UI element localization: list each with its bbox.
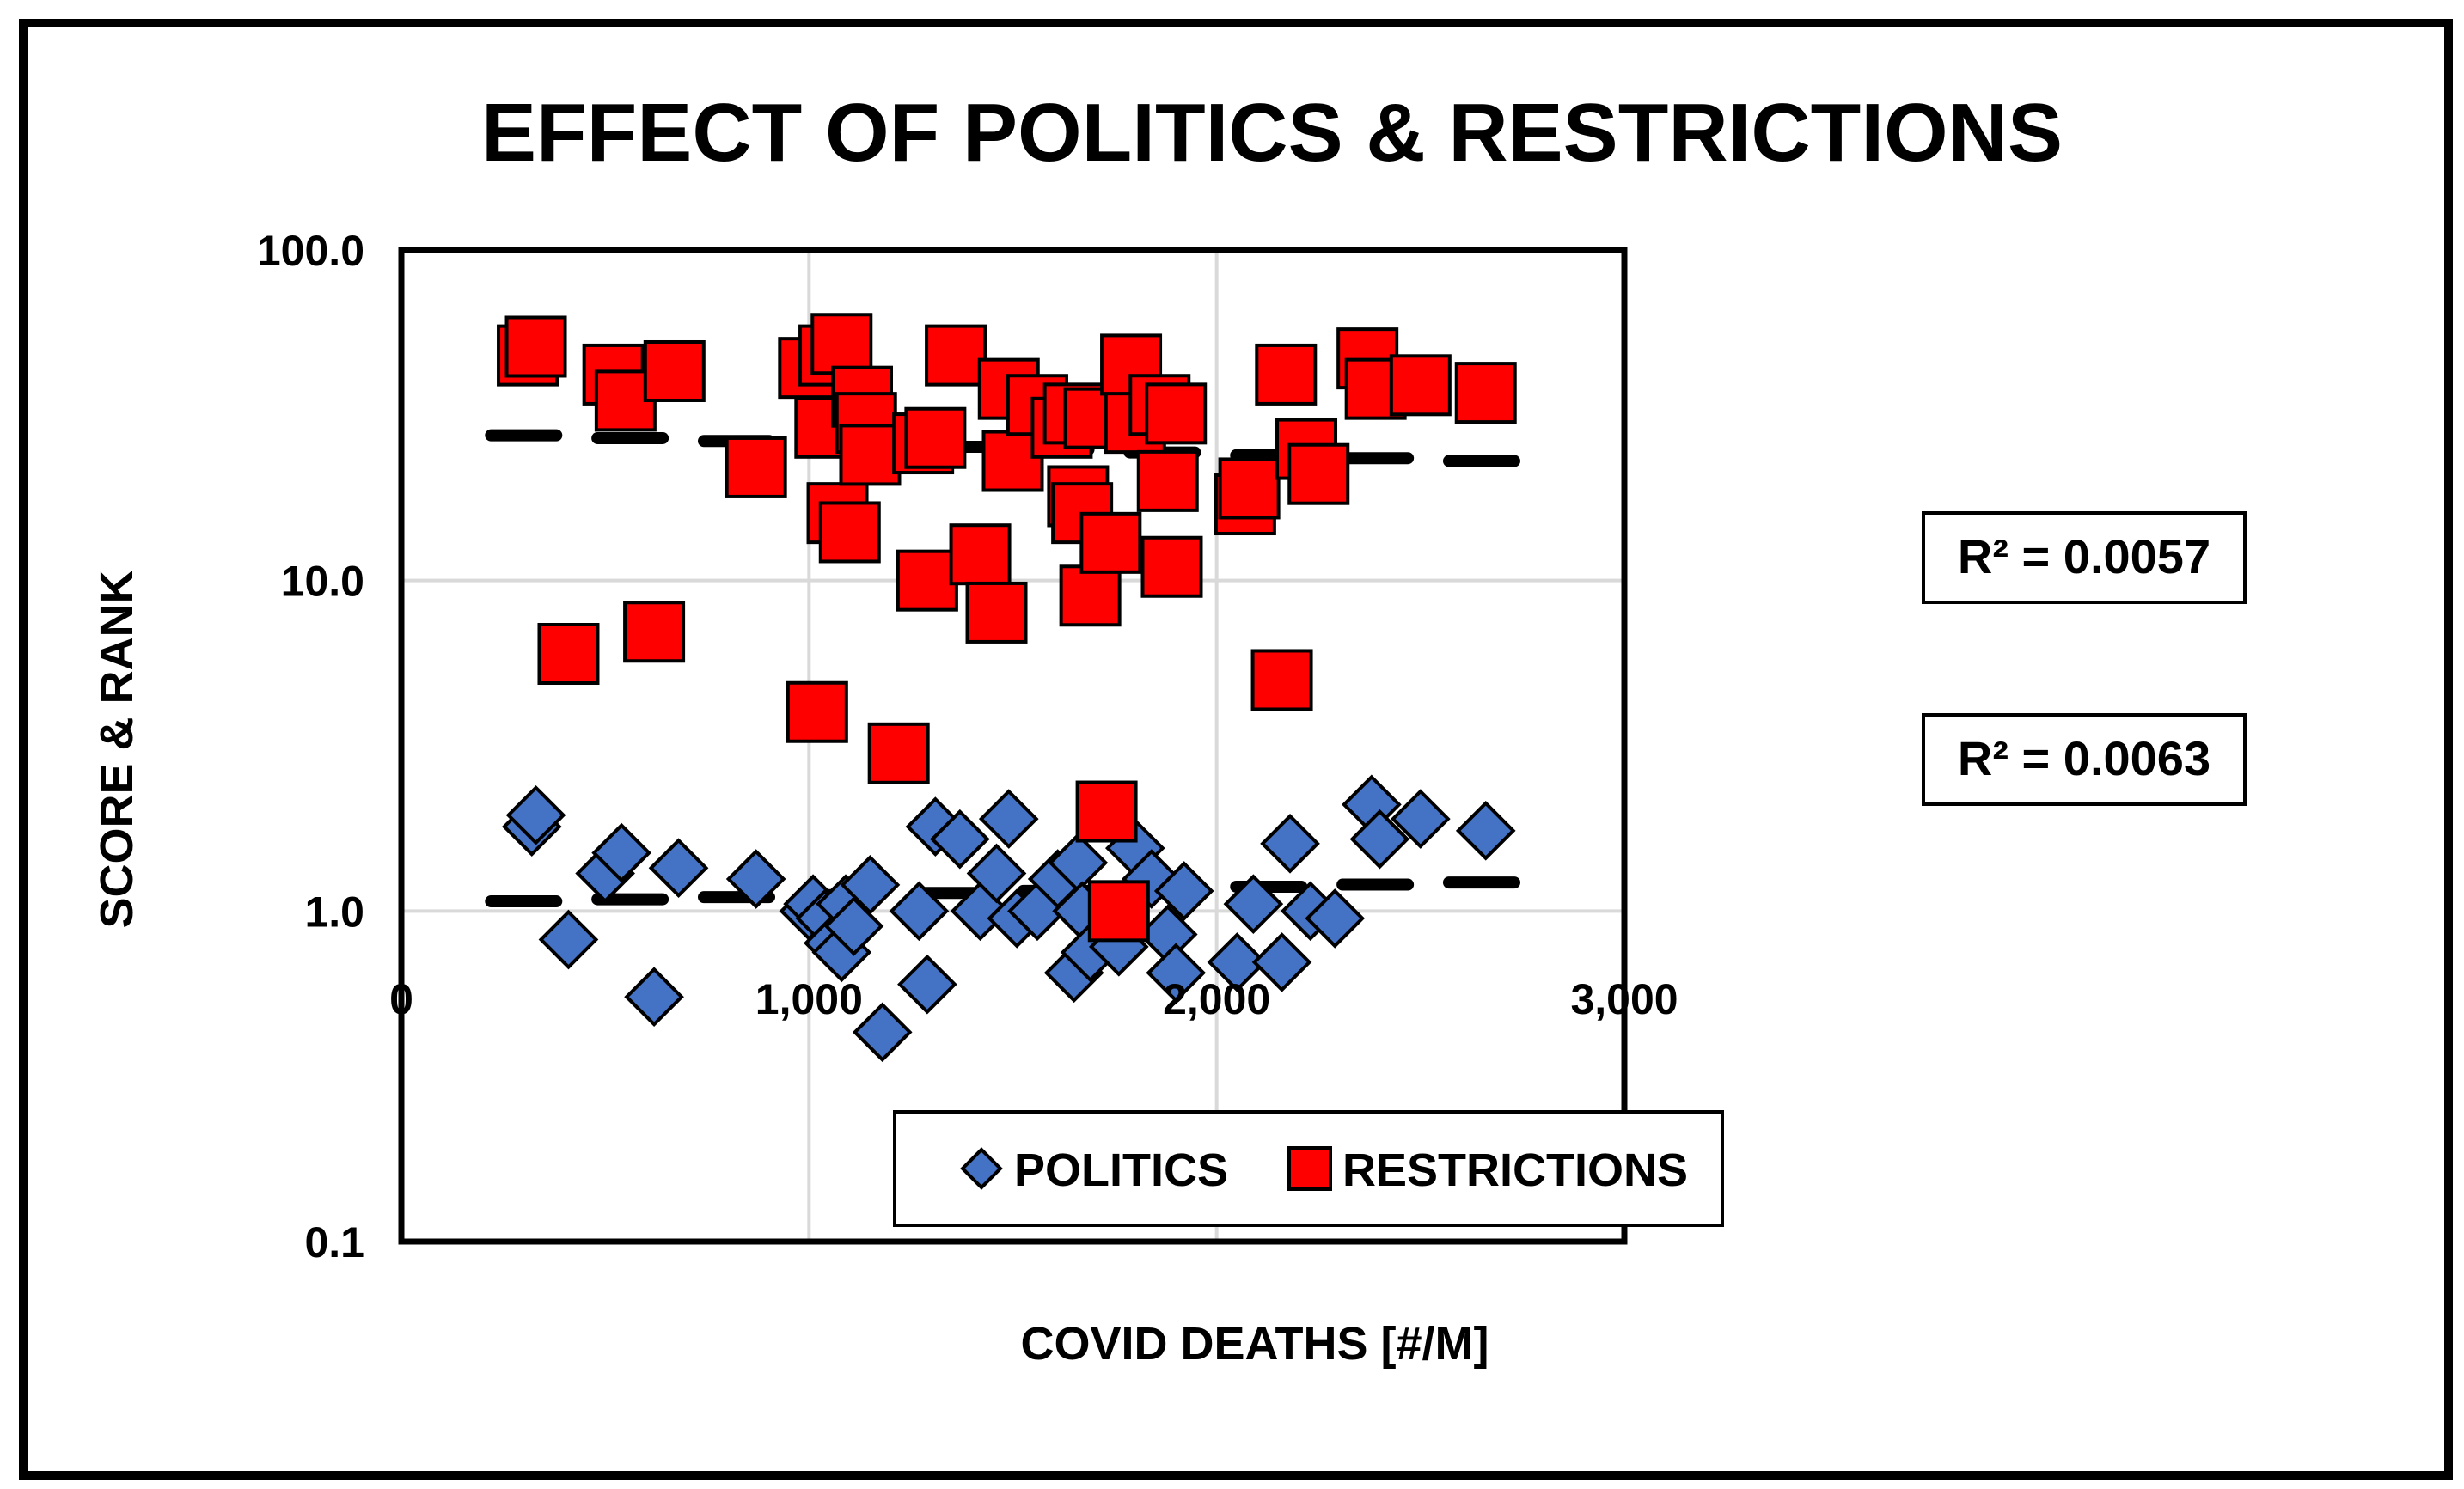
politics-point: [1223, 874, 1284, 935]
r-squared-boxes: R² = 0.0063 R² = 0.0057: [1922, 511, 2247, 806]
restrictions-point: [623, 601, 686, 663]
r-squared-label: R² = 0.0063: [1958, 731, 2210, 785]
politics-point: [1349, 809, 1410, 870]
restrictions-point: [818, 501, 881, 564]
restrictions-point: [965, 581, 1028, 644]
restrictions-point: [1136, 449, 1199, 512]
politics-point: [889, 881, 950, 942]
politics-point: [978, 789, 1039, 849]
restrictions-point: [537, 623, 600, 686]
chart-title: EFFECT OF POLITICS & RESTRICTIONS: [481, 87, 2063, 179]
restrictions-point: [1140, 535, 1203, 598]
politics-point: [648, 838, 709, 899]
politics-point: [930, 809, 990, 870]
legend-label: POLITICS: [1014, 1144, 1228, 1196]
restrictions-point: [867, 722, 930, 784]
politics-point: [1305, 888, 1366, 949]
restrictions-point: [1287, 442, 1350, 505]
politics-point: [725, 849, 786, 909]
scatter-chart: EFFECT OF POLITICS & RESTRICTIONS 0.1 1.0…: [91, 87, 2247, 1370]
data-points: [497, 313, 1517, 1063]
r-squared-box: [1922, 713, 2247, 806]
politics-point: [1146, 943, 1207, 1004]
legend-restrictions-marker: [1287, 1146, 1332, 1191]
restrictions-point: [1218, 457, 1281, 520]
restrictions-point: [810, 313, 873, 375]
x-tick-labels: 0 1,000 2,000 3,000: [389, 975, 1678, 1023]
politics-point: [823, 896, 884, 956]
politics-point: [897, 954, 957, 1015]
legend-label: RESTRICTIONS: [1342, 1144, 1688, 1196]
plot-area-border: [398, 247, 1628, 1245]
politics-point: [591, 822, 651, 883]
chart-frame: EFFECT OF POLITICS & RESTRICTIONS 0.1 1.0…: [19, 19, 2453, 1480]
politics-point: [505, 784, 566, 845]
politics-point: [538, 909, 599, 970]
restrictions-point: [1059, 564, 1122, 627]
politics-point: [624, 967, 684, 1028]
restrictions-point: [1255, 343, 1318, 406]
politics-point: [966, 843, 1027, 904]
politics-point: [1207, 932, 1268, 992]
restrictions-point: [925, 324, 987, 387]
restrictions-point: [725, 436, 787, 498]
restrictions-point: [643, 339, 706, 402]
y-tick-label: 1.0: [304, 888, 364, 936]
y-tick-label: 0.1: [304, 1218, 364, 1266]
restrictions-point: [1079, 511, 1142, 574]
y-tick-label: 10.0: [281, 558, 364, 606]
restrictions-point: [1075, 780, 1138, 843]
politics-point: [1455, 801, 1516, 861]
restrictions-point: [504, 315, 567, 378]
restrictions-point: [1145, 382, 1208, 445]
restrictions-point: [786, 680, 848, 743]
x-tick-label: 1,000: [755, 975, 863, 1023]
restrictions-point: [1087, 880, 1150, 943]
politics-point: [840, 855, 901, 915]
y-tick-labels: 0.1 1.0 10.0 100.0: [257, 227, 364, 1266]
legend: POLITICS RESTRICTIONS: [893, 1110, 1724, 1227]
politics-point: [1251, 932, 1312, 992]
x-axis-title: COVID DEATHS [#/M]: [1020, 1318, 1489, 1370]
restrictions-point: [1389, 354, 1452, 417]
r-squared-label: R² = 0.0057: [1958, 529, 2210, 583]
politics-point: [1153, 861, 1214, 921]
restrictions-point: [1250, 649, 1313, 711]
r-squared-box: [1922, 511, 2247, 604]
politics-point: [852, 1002, 913, 1063]
restrictions-point: [896, 549, 958, 612]
x-tick-label: 2,000: [1163, 975, 1270, 1023]
restrictions-point: [839, 424, 902, 486]
x-tick-label: 3,000: [1570, 975, 1678, 1023]
y-tick-label: 100.0: [257, 227, 364, 275]
politics-point: [1260, 813, 1320, 874]
legend-politics-marker: [960, 1147, 1003, 1190]
restrictions-point: [949, 523, 1012, 586]
x-tick-label: 0: [389, 975, 413, 1023]
politics-point: [1391, 789, 1451, 849]
y-axis-title: SCORE & RANK: [91, 570, 143, 928]
restrictions-point: [1454, 362, 1517, 424]
restrictions-point: [904, 406, 967, 469]
